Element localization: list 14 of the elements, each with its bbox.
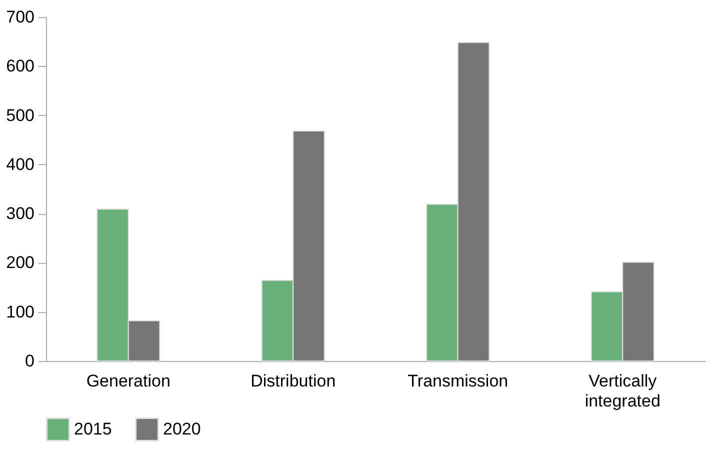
x-tick-label: Generation bbox=[86, 372, 170, 390]
x-tick-label: Distribution bbox=[250, 372, 336, 390]
y-tick-label: 400 bbox=[6, 154, 34, 174]
y-tick-label: 500 bbox=[6, 106, 34, 125]
x-tick-label: Vertically integrated bbox=[584, 372, 660, 410]
y-tick-label: 300 bbox=[6, 204, 34, 224]
legend-label: 2020 bbox=[163, 419, 201, 438]
x-tick-label: Transmission bbox=[408, 372, 508, 390]
legend-label: 2015 bbox=[74, 419, 112, 438]
y-tick-label: 0 bbox=[25, 352, 34, 370]
y-tick-label: 700 bbox=[6, 8, 34, 26]
y-tick-label: 100 bbox=[6, 302, 34, 322]
y-tick-label: 600 bbox=[6, 56, 34, 76]
y-tick-label: 200 bbox=[6, 253, 34, 272]
